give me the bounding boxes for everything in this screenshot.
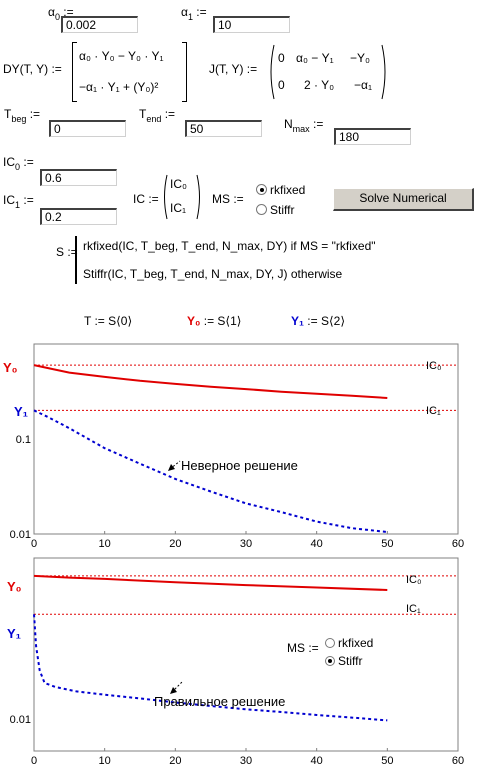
x-tick-label: 10 bbox=[99, 538, 111, 550]
plot-area bbox=[33, 343, 459, 535]
ms-label: MS := bbox=[212, 192, 244, 206]
s-line2: Stiffr(IC, T_beg, T_end, N_max, DY, J) o… bbox=[83, 267, 343, 281]
j-r1c1: 0 bbox=[278, 51, 285, 65]
series-y0-line bbox=[33, 574, 388, 591]
ic-vector-name: IC := bbox=[133, 192, 159, 206]
y0-extract: Y₀ := S⟨1⟩ bbox=[187, 314, 242, 328]
dy-matrix: α₀ · Y₀ − Y₀ · Y₁ −α₁ · Y₁ + (Y₀)² bbox=[72, 42, 187, 102]
nmax-label: Nmax := bbox=[284, 117, 324, 134]
j-matrix: 0 α₀ − Y₁ −Y₀ 0 2 · Y₀ −α₁ bbox=[268, 44, 388, 100]
y-tick-label: 0.01 bbox=[10, 714, 31, 726]
chart2-ms-label: MS := bbox=[287, 641, 319, 655]
ic0-ref-label: IC₀ bbox=[406, 574, 422, 586]
y1-axis-label: Y₁ bbox=[14, 404, 28, 419]
x-tick-label: 0 bbox=[31, 538, 37, 550]
plot-area bbox=[33, 557, 459, 752]
x-tick-label: 0 bbox=[31, 755, 37, 767]
j-r1c3: −Y₀ bbox=[350, 51, 370, 65]
y0-axis-label: Y₀ bbox=[7, 579, 22, 594]
x-tick-label: 40 bbox=[311, 538, 323, 550]
radio-selected-icon[interactable] bbox=[256, 184, 267, 195]
ic1-label: IC1 := bbox=[3, 193, 34, 210]
radio-unselected-icon[interactable] bbox=[256, 204, 267, 215]
s-brace bbox=[75, 236, 77, 284]
x-tick-label: 40 bbox=[311, 755, 323, 767]
ic0-ref-label: IC₀ bbox=[426, 360, 442, 372]
x-tick-label: 60 bbox=[452, 538, 464, 550]
y-tick-label: 0.1 bbox=[16, 434, 31, 446]
t-extract: T := S⟨0⟩ bbox=[84, 314, 133, 328]
tend-input[interactable]: 50 bbox=[185, 120, 262, 137]
ic-vector-r2: IC₁ bbox=[170, 201, 187, 215]
radio-unselected-icon[interactable] bbox=[325, 638, 335, 648]
alpha1-label: α1 := bbox=[181, 5, 207, 22]
x-tick-label: 30 bbox=[240, 538, 252, 550]
ic1-ref-label: IC₁ bbox=[406, 603, 421, 615]
j-r2c2: 2 · Y₀ bbox=[304, 78, 335, 92]
alpha0-input[interactable]: 0.002 bbox=[61, 16, 138, 33]
y-tick-label: 0.01 bbox=[10, 529, 31, 541]
tbeg-input[interactable]: 0 bbox=[49, 120, 126, 137]
ms-option-stiffr[interactable]: Stiffr bbox=[256, 203, 294, 217]
j-r2c1: 0 bbox=[278, 78, 285, 92]
series-y0-line bbox=[33, 364, 388, 399]
ic0-input[interactable]: 0.6 bbox=[40, 169, 117, 186]
j-r2c3: −α₁ bbox=[354, 78, 372, 92]
x-tick-label: 60 bbox=[452, 755, 464, 767]
y1-extract: Y₁ := S⟨2⟩ bbox=[291, 314, 346, 328]
ic-vector-r1: IC₀ bbox=[170, 177, 187, 191]
tend-label: Tend := bbox=[139, 107, 176, 124]
chart2-annotation: Правильное решение bbox=[154, 694, 285, 709]
j-function-name: J(T, Y) := bbox=[209, 62, 258, 76]
y1-axis-label: Y₁ bbox=[7, 626, 21, 641]
chart1-annotation: Неверное решение bbox=[181, 458, 298, 473]
x-tick-label: 20 bbox=[169, 538, 181, 550]
dy-row2: −α₁ · Y₁ + (Y₀)² bbox=[79, 80, 159, 94]
y0-axis-label: Y₀ bbox=[3, 360, 18, 375]
series-y1-line bbox=[33, 614, 388, 722]
series-y1-line bbox=[33, 409, 388, 533]
chart-stiffr: 0 10 20 30 40 50 60 0.01 Y₀ Y₁ IC₀ IC₁ MS := rk… bbox=[7, 557, 464, 767]
ic0-label: IC0 := bbox=[3, 155, 34, 172]
x-tick-label: 10 bbox=[99, 755, 111, 767]
alpha1-input[interactable]: 10 bbox=[213, 16, 290, 33]
nmax-input[interactable]: 180 bbox=[334, 128, 411, 145]
ms-option-rkfixed[interactable]: rkfixed bbox=[256, 183, 305, 197]
chart2-ms-option-rkfixed[interactable]: rkfixed bbox=[338, 636, 373, 650]
alpha0-label: α0 := bbox=[48, 5, 74, 22]
chart-rkfixed: 0 10 20 30 40 50 60 0.1 0.01 Y₀ Y₁ IC₀ IC₁ Невер… bbox=[3, 343, 464, 550]
s-function-name: S := bbox=[56, 245, 78, 259]
x-tick-label: 30 bbox=[240, 755, 252, 767]
j-r1c2: α₀ − Y₁ bbox=[296, 51, 334, 65]
tbeg-label: Tbeg := bbox=[4, 107, 41, 124]
solve-numerical-button[interactable]: Solve Numerical bbox=[333, 188, 474, 211]
ic1-input[interactable]: 0.2 bbox=[40, 208, 117, 225]
s-line1: rkfixed(IC, T_beg, T_end, N_max, DY) if … bbox=[83, 239, 376, 253]
dy-function-name: DY(T, Y) := bbox=[3, 62, 62, 76]
ic1-ref-label: IC₁ bbox=[426, 405, 441, 417]
x-tick-label: 50 bbox=[381, 755, 393, 767]
dy-row1: α₀ · Y₀ − Y₀ · Y₁ bbox=[79, 49, 164, 63]
ic-vector: IC₀ IC₁ bbox=[162, 174, 202, 220]
chart2-ms-option-stiffr[interactable]: Stiffr bbox=[338, 654, 362, 668]
x-tick-label: 50 bbox=[381, 538, 393, 550]
x-tick-label: 20 bbox=[169, 755, 181, 767]
